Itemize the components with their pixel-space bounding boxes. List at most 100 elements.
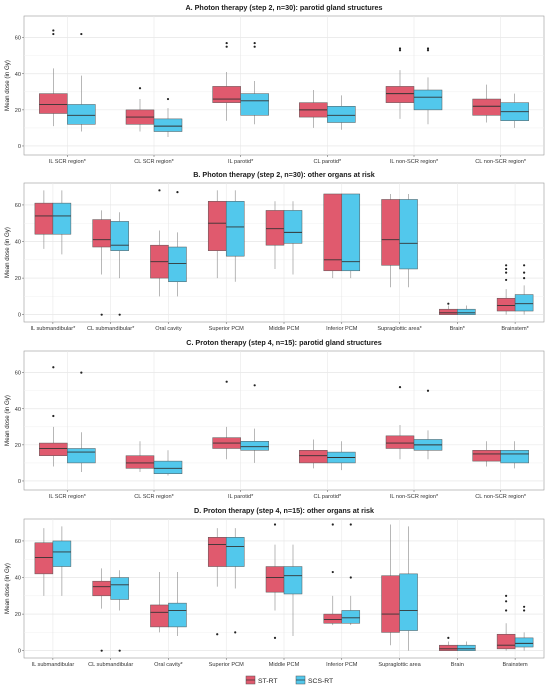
box-iqr	[212, 86, 241, 103]
outlier-point	[52, 32, 55, 36]
outlier-point	[523, 609, 526, 612]
box-st-rt	[385, 47, 415, 119]
box-iqr	[283, 210, 303, 244]
outlier-point	[505, 594, 508, 597]
x-tick-label: Brainstem	[503, 662, 529, 668]
box-scs-rt	[327, 441, 356, 471]
outlier-point	[52, 414, 55, 418]
box-st-rt	[150, 572, 169, 633]
legend-item-scs-rt: SCS-RT	[295, 675, 333, 685]
y-tick-label: 20	[15, 108, 21, 114]
box-scs-rt	[110, 212, 129, 316]
x-tick-label: IL non-SCR region*	[390, 494, 439, 500]
y-tick-label: 60	[15, 539, 21, 545]
box-scs-rt	[457, 305, 476, 315]
box-iqr	[399, 573, 418, 631]
box-iqr	[240, 441, 269, 451]
y-tick-label: 0	[18, 144, 21, 150]
y-tick-label: 0	[18, 479, 21, 485]
box-scs-rt	[153, 97, 183, 137]
y-axis-label: Mean dose (in Gy)	[4, 563, 11, 614]
y-tick-label: 40	[15, 576, 21, 582]
outlier-point	[253, 41, 256, 45]
legend-label: ST-RT	[258, 678, 278, 685]
box-st-rt	[496, 264, 516, 315]
box-st-rt	[212, 380, 241, 460]
x-tick-label: CL submandibular	[88, 662, 133, 668]
box-st-rt	[381, 193, 400, 288]
box-st-rt	[265, 201, 285, 269]
box-st-rt	[265, 523, 285, 639]
y-tick-label: 40	[15, 407, 21, 413]
box-iqr	[385, 86, 415, 103]
panel-b: B. Photon therapy (step 2, n=30): other …	[4, 170, 545, 332]
box-scs-rt	[283, 544, 303, 637]
x-tick-label: Brain	[451, 662, 464, 668]
x-tick-label: Oral cavity*	[154, 662, 183, 668]
outlier-point	[426, 49, 430, 52]
box-iqr	[323, 193, 343, 272]
outlier-point	[426, 389, 430, 392]
x-tick-label: Middle PCM	[269, 662, 300, 668]
outlier-point	[216, 633, 219, 636]
y-tick-label: 40	[15, 72, 21, 78]
y-axis-label: Mean dose (in Gy)	[4, 60, 11, 111]
outlier-point	[523, 271, 526, 274]
outlier-point	[52, 366, 55, 369]
outlier-point	[273, 523, 277, 526]
panel-title: B. Photon therapy (step 2, n=30): other …	[193, 170, 375, 179]
box-iqr	[341, 610, 361, 624]
box-scs-rt	[52, 526, 72, 596]
box-scs-rt	[225, 190, 245, 282]
outlier-point	[100, 649, 103, 652]
box-iqr	[500, 450, 529, 464]
outlier-point	[505, 267, 508, 271]
panel-d: D. Proton therapy (step 4, n=15): other …	[4, 506, 545, 668]
x-tick-label: CL SCR region*	[134, 159, 174, 165]
outlier-point	[80, 32, 83, 36]
box-st-rt	[39, 29, 68, 127]
panel-c: C. Proton therapy (step 4, n=15): paroti…	[4, 338, 545, 500]
box-iqr	[110, 221, 129, 251]
box-iqr	[472, 450, 501, 462]
box-iqr	[327, 106, 356, 123]
box-iqr	[39, 442, 68, 456]
box-scs-rt	[457, 641, 476, 651]
box-scs-rt	[283, 201, 303, 275]
box-iqr	[207, 201, 227, 251]
outlier-point	[80, 371, 83, 374]
box-scs-rt	[168, 191, 187, 297]
x-tick-label: Brainstem*	[501, 326, 529, 332]
box-scs-rt	[399, 193, 418, 288]
y-tick-label: 60	[15, 203, 21, 209]
box-iqr	[341, 193, 361, 272]
box-iqr	[323, 613, 343, 624]
x-tick-label: CL SCR region*	[134, 494, 174, 500]
outlier-point	[523, 264, 526, 267]
outlier-point	[100, 313, 103, 316]
box-iqr	[92, 580, 111, 597]
outlier-point	[158, 189, 161, 192]
box-iqr	[265, 210, 285, 246]
panel-title: C. Proton therapy (step 4, n=15): paroti…	[186, 338, 382, 347]
box-iqr	[168, 246, 187, 283]
x-tick-label: CL non-SCR region*	[475, 159, 527, 165]
box-scs-rt	[225, 528, 245, 634]
panel-title: A. Photon therapy (step 2, n=30): paroti…	[185, 3, 382, 12]
box-st-rt	[496, 594, 516, 651]
box-st-rt	[323, 523, 343, 626]
box-iqr	[34, 542, 54, 575]
legend-label: SCS-RT	[308, 678, 333, 685]
y-axis-label: Mean dose (in Gy)	[4, 227, 11, 278]
box-scs-rt	[514, 264, 534, 315]
x-tick-label: Oral cavity	[155, 326, 182, 332]
box-st-rt	[439, 302, 458, 315]
panel-title: D. Proton therapy (step 4, n=15): other …	[194, 506, 374, 515]
y-tick-label: 0	[18, 313, 21, 319]
box-st-rt	[125, 87, 155, 132]
box-iqr	[153, 460, 183, 475]
box-iqr	[52, 540, 72, 567]
plot-area	[23, 350, 545, 491]
y-tick-label: 60	[15, 371, 21, 377]
y-tick-label: 20	[15, 612, 21, 618]
